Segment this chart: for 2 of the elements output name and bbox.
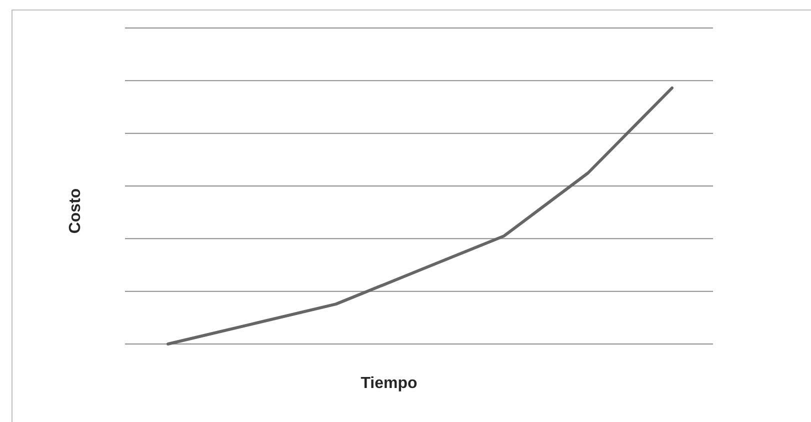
x-axis-title: Tiempo — [360, 375, 418, 392]
y-axis-title: Costo — [67, 188, 84, 234]
